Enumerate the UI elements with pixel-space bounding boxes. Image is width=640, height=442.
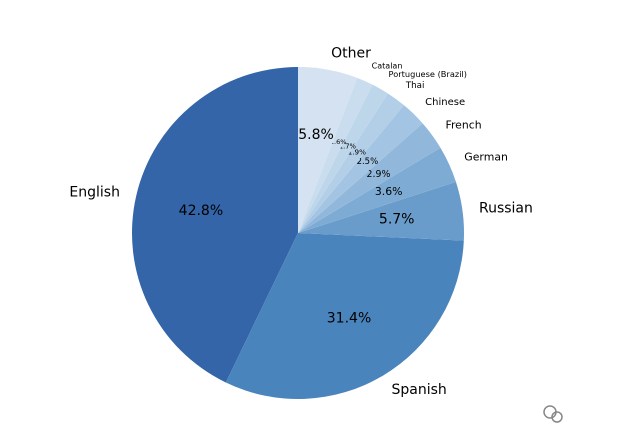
pie-slice [298, 123, 441, 233]
value-label: 3.6% [375, 185, 403, 198]
slice-label: German [464, 151, 508, 164]
slice-label: English [69, 184, 120, 200]
pie-slice [298, 93, 404, 233]
value-label: 1.9% [348, 148, 366, 157]
pie-slice [225, 233, 464, 399]
value-label: 2.5% [357, 157, 379, 167]
value-label: 2.9% [367, 169, 391, 180]
slice-label: Catalan [372, 61, 403, 70]
slice-label: Portuguese (Brazil) [389, 69, 467, 79]
slice-label: Other [331, 45, 371, 61]
value-label: 1.7% [339, 143, 357, 151]
pie-slice [298, 147, 456, 233]
pie-slice [298, 77, 373, 233]
value-label: 42.8% [179, 203, 223, 219]
pie-slice [298, 181, 464, 241]
value-label: 5.7% [379, 212, 415, 228]
pie-slice [298, 84, 388, 233]
pie-slice [298, 105, 423, 233]
pie-slice [298, 67, 358, 233]
value-label: 1.6% [330, 138, 347, 146]
slice-label: Thai [405, 81, 425, 91]
pie-slice [131, 67, 298, 383]
value-label: 5.8% [298, 127, 334, 143]
watermark-icon [543, 405, 563, 423]
slice-label: Chinese [425, 97, 465, 108]
slice-label: French [445, 118, 481, 131]
value-label: 31.4% [327, 311, 371, 327]
slice-label: Russian [479, 201, 533, 217]
slice-label: Spanish [392, 382, 447, 398]
